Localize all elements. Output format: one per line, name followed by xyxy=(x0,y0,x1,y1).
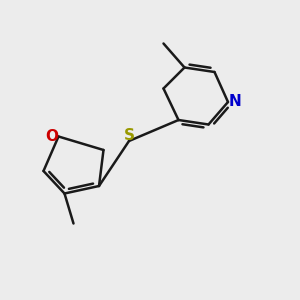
Text: S: S xyxy=(124,128,134,143)
Text: O: O xyxy=(45,129,58,144)
Text: N: N xyxy=(228,94,241,110)
